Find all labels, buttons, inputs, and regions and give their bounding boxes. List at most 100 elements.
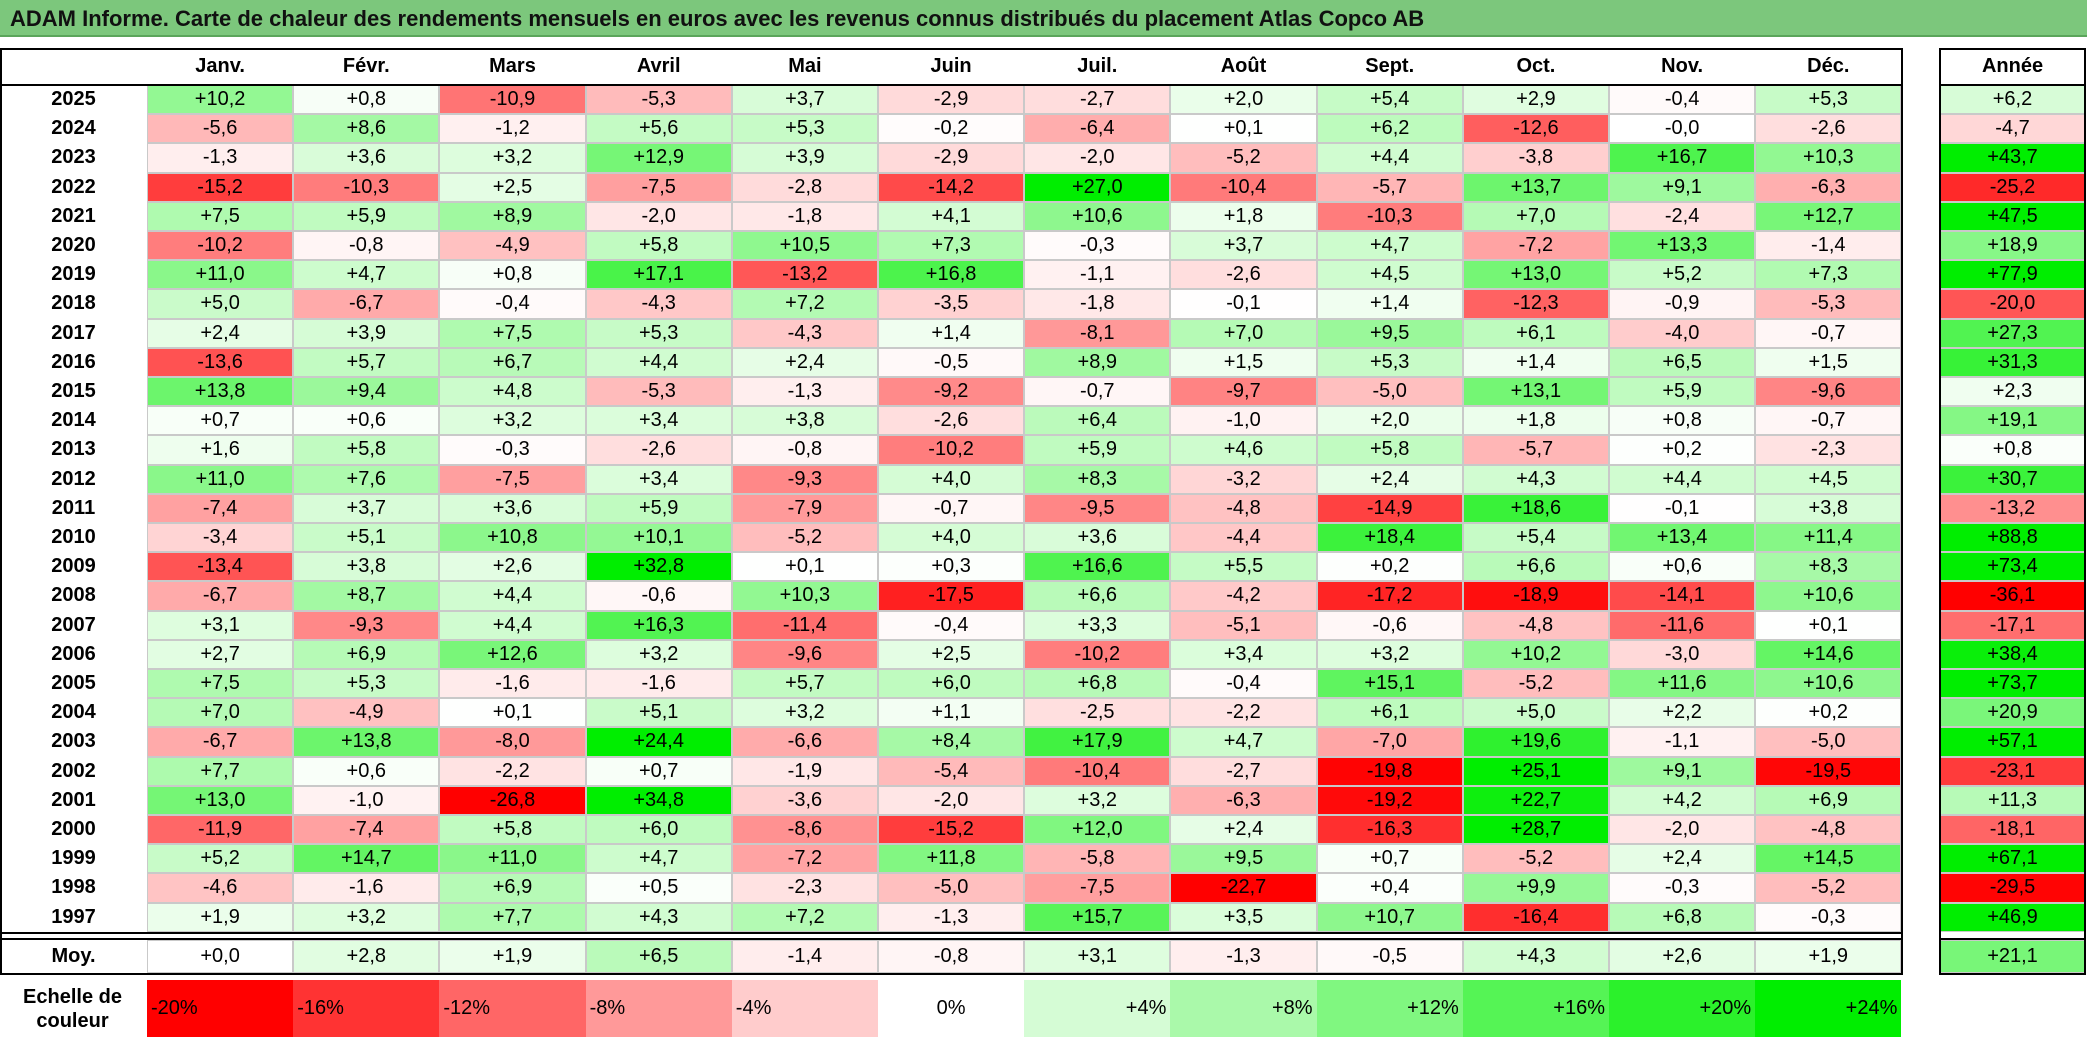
heatmap-cell: -7,0: [1316, 727, 1463, 757]
heatmap-cell: -5,4: [878, 756, 1025, 786]
heatmap-cell: +7,0: [1462, 201, 1609, 231]
heatmap-cell: +0,7: [1316, 844, 1463, 874]
color-scale-stop: +12%: [1316, 980, 1463, 1037]
row-year-label: 2013: [51, 438, 96, 461]
heatmap-cell: +10,6: [1024, 201, 1171, 231]
heatmap-cell: -4,8: [1462, 610, 1609, 640]
heatmap-cell: -4,4: [1170, 523, 1317, 553]
annual-return-cell: +27,3: [1940, 318, 2085, 348]
heatmap-cell: -2,6: [585, 435, 732, 465]
heatmap-cell: +22,7: [1462, 785, 1609, 815]
heatmap-cell: +4,7: [293, 260, 440, 290]
heatmap-cell: -10,9: [439, 85, 586, 115]
average-cell: +1,9: [439, 939, 586, 973]
color-scale-stop: +4%: [1024, 980, 1171, 1037]
heatmap-cell: +6,8: [1609, 902, 1756, 932]
column-header: Mai: [788, 55, 822, 77]
heatmap-cell: +2,7: [147, 639, 294, 669]
heatmap-cell: -17,5: [878, 581, 1025, 611]
heatmap-cell: -1,1: [1024, 260, 1171, 290]
heatmap-cell: +4,4: [585, 347, 732, 377]
heatmap-cell: +4,4: [439, 610, 586, 640]
heatmap-cell: +2,9: [1462, 85, 1609, 115]
heatmap-cell: -16,3: [1316, 815, 1463, 845]
heatmap-cell: +3,2: [585, 639, 732, 669]
heatmap-cell: +18,4: [1316, 523, 1463, 553]
heatmap-cell: +3,7: [1170, 231, 1317, 261]
heatmap-cell: -1,0: [293, 785, 440, 815]
heatmap-cell: +2,5: [878, 639, 1025, 669]
heatmap-cell: +1,8: [1170, 201, 1317, 231]
heatmap-cell: -5,3: [1755, 289, 1902, 319]
annual-return-cell: -20,0: [1940, 289, 2085, 319]
heatmap-cell: +5,8: [585, 231, 732, 261]
heatmap-cell: +8,3: [1024, 464, 1171, 494]
heatmap-cell: +11,0: [439, 844, 586, 874]
heatmap-cell: +17,9: [1024, 727, 1171, 757]
average-cell: -1,4: [731, 939, 878, 973]
annual-return-cell: +43,7: [1940, 143, 2085, 173]
color-scale-stop: +20%: [1609, 980, 1756, 1037]
heatmap-cell: -4,0: [1609, 318, 1756, 348]
heatmap-cell: -9,3: [293, 610, 440, 640]
row-year-label: 2016: [51, 350, 96, 373]
heatmap-cell: -0,7: [1024, 377, 1171, 407]
heatmap-cell: -2,7: [1024, 85, 1171, 115]
heatmap-cell: -11,6: [1609, 610, 1756, 640]
heatmap-cell: +4,4: [1316, 143, 1463, 173]
heatmap-cell: +12,7: [1755, 201, 1902, 231]
heatmap-cell: +4,2: [1609, 785, 1756, 815]
heatmap-cell: +5,2: [147, 844, 294, 874]
heatmap-cell: -1,3: [147, 143, 294, 173]
heatmap-cell: -7,4: [147, 493, 294, 523]
heatmap-cell: +15,7: [1024, 902, 1171, 932]
heatmap-cell: +13,0: [1462, 260, 1609, 290]
heatmap-cell: +2,4: [147, 318, 294, 348]
heatmap-cell: +12,6: [439, 639, 586, 669]
heatmap-cell: +5,8: [293, 435, 440, 465]
heatmap-cell: +13,0: [147, 785, 294, 815]
average-row-label: Moy.: [51, 944, 96, 967]
heatmap-cell: +9,4: [293, 377, 440, 407]
heatmap-cell: +3,2: [1316, 639, 1463, 669]
row-year-label: 2015: [51, 380, 96, 403]
heatmap-cell: +3,9: [731, 143, 878, 173]
heatmap-cell: -2,0: [585, 201, 732, 231]
heatmap-cell: -0,8: [731, 435, 878, 465]
heatmap-cell: -6,3: [1170, 785, 1317, 815]
heatmap-cell: -11,4: [731, 610, 878, 640]
heatmap-cell: +0,6: [1609, 552, 1756, 582]
heatmap-cell: +10,3: [731, 581, 878, 611]
heatmap-cell: +5,8: [1316, 435, 1463, 465]
row-year-label: 2000: [51, 818, 96, 841]
heatmap-cell: +4,4: [1609, 464, 1756, 494]
heatmap-cell: +2,5: [439, 172, 586, 202]
row-year-label: 1999: [51, 847, 96, 870]
column-header: Juin: [930, 55, 972, 77]
heatmap-cell: +6,0: [878, 669, 1025, 699]
heatmap-cell: -1,9: [731, 756, 878, 786]
heatmap-cell: +5,1: [293, 523, 440, 553]
row-year-label: 1997: [51, 905, 96, 928]
heatmap-cell: -0,8: [293, 231, 440, 261]
annual-return-cell: +0,8: [1940, 435, 2085, 465]
heatmap-cell: -0,9: [1609, 289, 1756, 319]
column-header: Avril: [636, 55, 681, 77]
heatmap-cell: -17,2: [1316, 581, 1463, 611]
column-header: Févr.: [342, 55, 390, 77]
heatmap-cell: +32,8: [585, 552, 732, 582]
heatmap-cell: +1,8: [1462, 406, 1609, 436]
heatmap-cell: +0,6: [293, 406, 440, 436]
heatmap-cell: +10,6: [1755, 669, 1902, 699]
heatmap-cell: +2,4: [1316, 464, 1463, 494]
heatmap-cell: +11,6: [1609, 669, 1756, 699]
heatmap-cell: -8,0: [439, 727, 586, 757]
heatmap-cell: +6,4: [1024, 406, 1171, 436]
heatmap-cell: +5,3: [1316, 347, 1463, 377]
color-scale-stop: -8%: [585, 980, 732, 1037]
average-cell: +4,3: [1462, 939, 1609, 973]
heatmap-cell: +11,0: [147, 260, 294, 290]
heatmap-cell: +7,0: [147, 698, 294, 728]
heatmap-cell: -2,6: [1755, 114, 1902, 144]
annual-return-cell: +31,3: [1940, 347, 2085, 377]
